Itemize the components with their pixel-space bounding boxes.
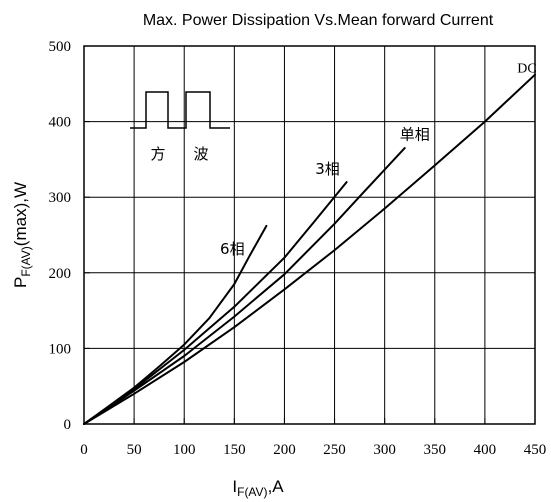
x-tick-label: 450 [524, 442, 547, 458]
x-axis-label: IF(AV),A [232, 477, 284, 499]
y-tick-label: 100 [49, 341, 72, 357]
x-tick-label: 50 [127, 442, 142, 458]
series-label-4: DC [517, 61, 536, 76]
y-tick-label: 200 [49, 266, 72, 282]
y-axis-ticks: 0 100 200 300 400 500 [49, 39, 90, 433]
y-tick-label: 500 [49, 39, 72, 55]
y-tick-label: 400 [49, 115, 72, 131]
x-axis-label-sub: F(AV) [237, 485, 267, 499]
plot-frame [83, 45, 536, 425]
y-axis-label-main: P [11, 277, 30, 288]
y-tick-label: 0 [64, 417, 72, 433]
x-tick-label: 300 [373, 442, 396, 458]
x-tick-label: 200 [273, 442, 296, 458]
inset-caption-right: 波 [193, 145, 208, 163]
x-tick-label: 250 [323, 442, 346, 458]
x-tick-label: 100 [173, 442, 196, 458]
series-label-1: 6相 [220, 240, 245, 258]
y-axis-label: PF(AV)(max),W [11, 182, 33, 288]
series-labels: 6相 3相 单相 DC [220, 61, 537, 257]
series-line-2 [83, 181, 348, 425]
series-line-4 [83, 73, 536, 425]
y-axis-label-sub: F(AV) [19, 246, 33, 276]
x-tick-label: 350 [424, 442, 447, 458]
square-wave-icon [130, 91, 230, 129]
grid [84, 46, 535, 424]
x-axis-ticks: 0 50 100 150 200 250 300 350 400 450 [80, 418, 546, 458]
series-label-3: 单相 [400, 126, 430, 144]
x-tick-label: 0 [80, 442, 88, 458]
x-axis-label-suffix: ,A [268, 477, 285, 496]
x-axis-label-main: I [232, 477, 237, 496]
inset-caption-left: 方 [150, 145, 165, 163]
chart-title: Max. Power Dissipation Vs.Mean forward C… [143, 12, 494, 29]
series-line-3 [83, 147, 406, 425]
square-wave-inset: 方 波 [130, 91, 230, 163]
x-tick-label: 150 [223, 442, 246, 458]
x-tick-label: 400 [474, 442, 497, 458]
series-label-2: 3相 [315, 160, 340, 178]
series-group [83, 73, 536, 425]
y-axis-label-suffix: (max),W [11, 182, 30, 246]
y-tick-label: 300 [49, 190, 72, 206]
